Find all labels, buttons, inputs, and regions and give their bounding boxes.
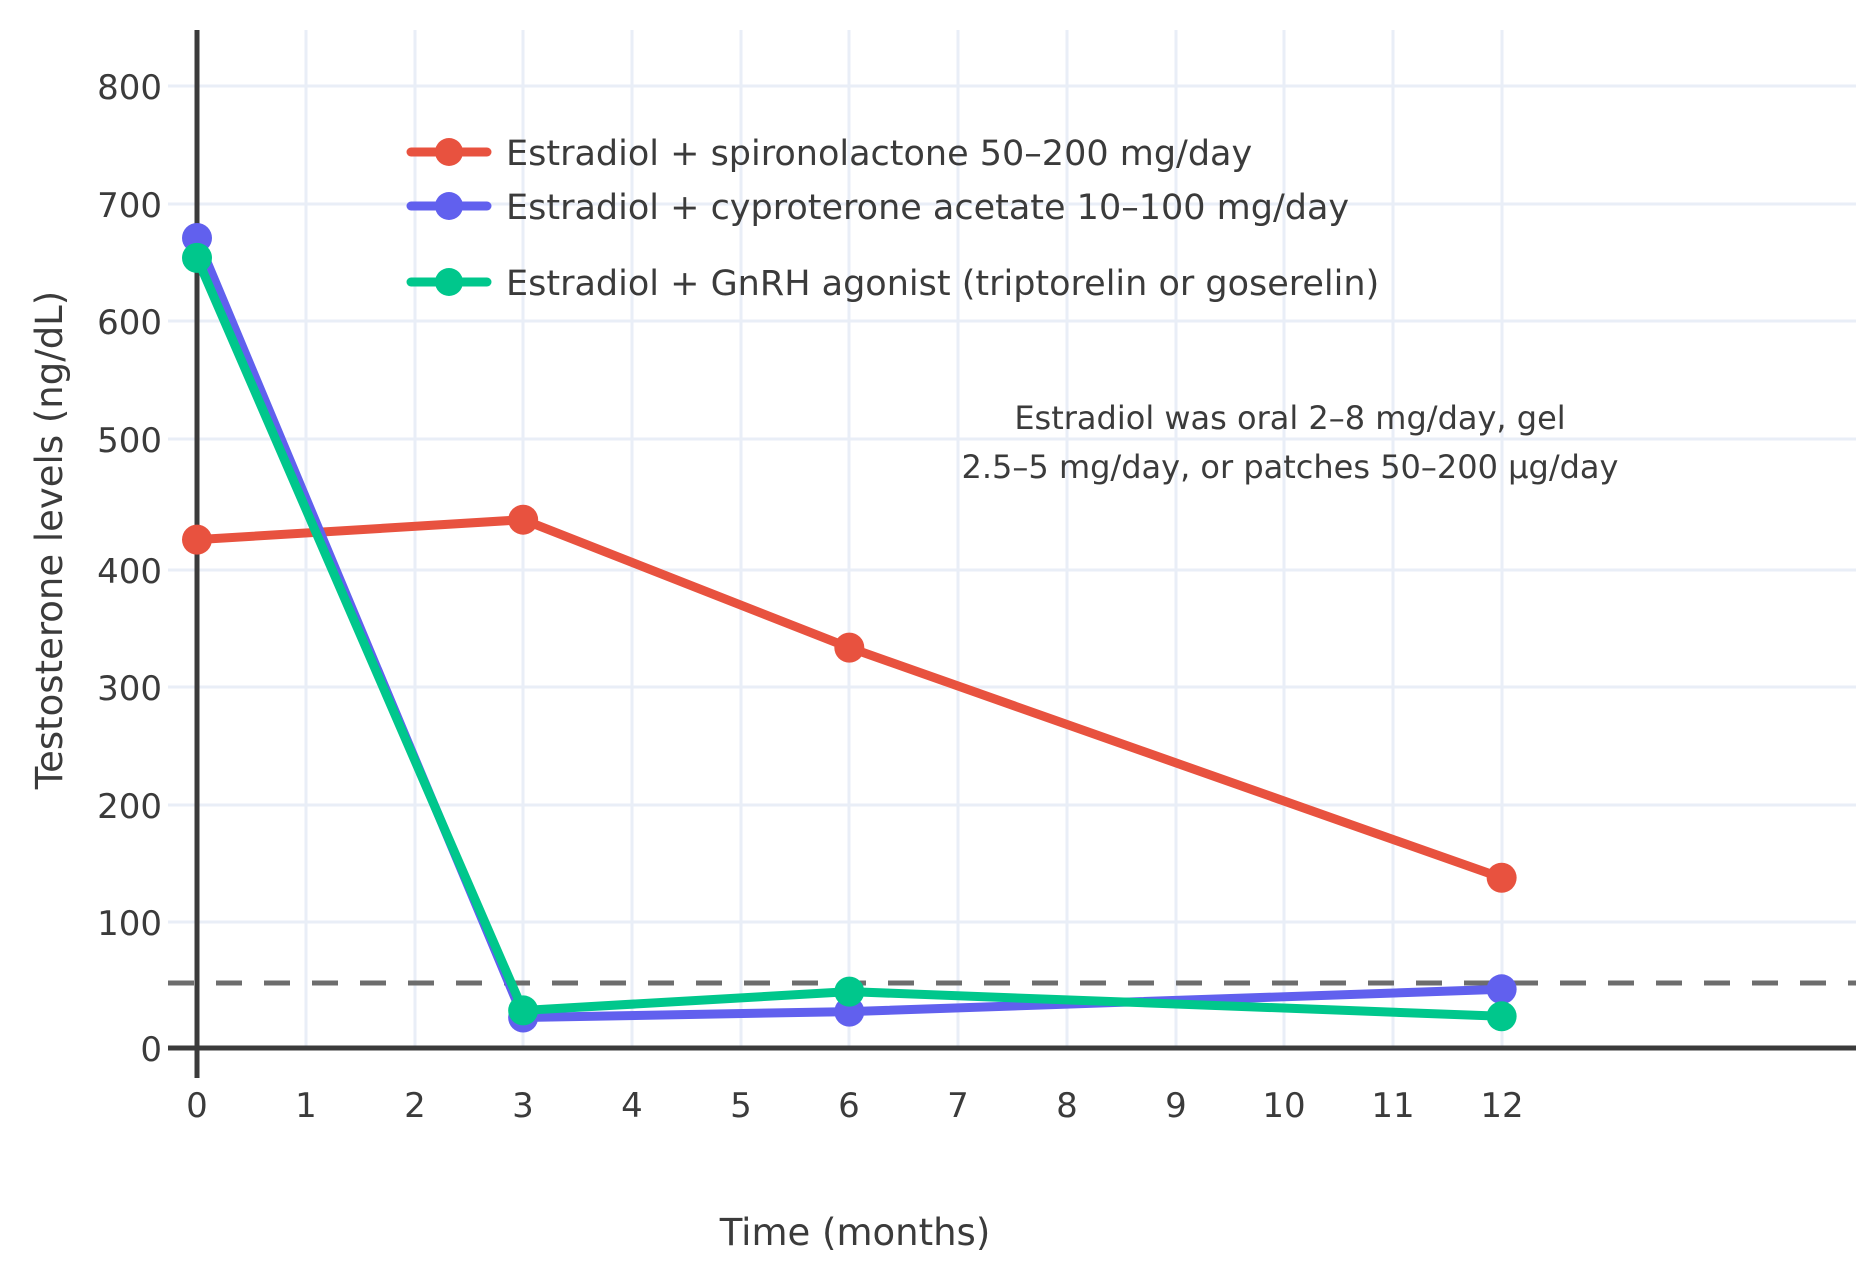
series-estradiol-spironolactone-50-200-mg-day xyxy=(182,504,1517,893)
y-tick-label-700: 700 xyxy=(97,186,162,226)
data-point[interactable] xyxy=(834,976,865,1007)
data-point[interactable] xyxy=(1486,974,1517,1005)
data-point[interactable] xyxy=(182,524,212,555)
series-line xyxy=(192,253,1507,1021)
legend-swatch-marker-gnrh-agonist xyxy=(435,268,463,296)
y-tick-label-400: 400 xyxy=(97,552,162,592)
y-tick-label-600: 600 xyxy=(97,303,162,343)
data-point[interactable] xyxy=(1486,1001,1517,1032)
legend-item-spironolactone[interactable]: Estradiol + spironolactone 50–200 mg/day xyxy=(406,134,1252,174)
x-tick-label-7: 7 xyxy=(947,1086,969,1126)
data-point[interactable] xyxy=(182,242,212,273)
y-tick-label-800: 800 xyxy=(97,68,162,108)
x-tick-label-12: 12 xyxy=(1480,1086,1523,1126)
data-point[interactable] xyxy=(834,632,865,663)
data-point[interactable] xyxy=(508,504,539,535)
y-tick-label-100: 100 xyxy=(97,904,162,944)
x-tick-label-5: 5 xyxy=(730,1086,752,1126)
x-tick-label-8: 8 xyxy=(1056,1086,1078,1126)
y-tick-label-200: 200 xyxy=(97,787,162,827)
x-tick-label-0: 0 xyxy=(186,1086,208,1126)
y-tick-label-300: 300 xyxy=(97,669,162,709)
vertical-gridlines xyxy=(304,30,1504,1048)
x-tick-label-9: 9 xyxy=(1165,1086,1187,1126)
x-tick-label-1: 1 xyxy=(295,1086,317,1126)
series-estradiol-gnrh-agonist-triptorelin-or-go xyxy=(182,242,1517,1032)
x-tick-label-4: 4 xyxy=(621,1086,643,1126)
legend-label-spironolactone: Estradiol + spironolactone 50–200 mg/day xyxy=(506,134,1252,174)
x-axis-title: Time (months) xyxy=(719,1211,991,1254)
legend-label-cyproterone: Estradiol + cyproterone acetate 10–100 m… xyxy=(506,188,1349,228)
x-tick-label-11: 11 xyxy=(1371,1086,1414,1126)
y-tick-label-500: 500 xyxy=(97,421,162,461)
y-axis-title: Testosterone levels (ng/dL) xyxy=(28,291,71,790)
legend-item-cyproterone[interactable]: Estradiol + cyproterone acetate 10–100 m… xyxy=(406,188,1349,228)
y-tick-label-0: 0 xyxy=(140,1030,162,1070)
legend: Estradiol + spironolactone 50–200 mg/day… xyxy=(406,134,1379,304)
series-line xyxy=(192,515,1507,883)
estradiol-dosing-annotation: Estradiol was oral 2–8 mg/day, gel 2.5–5… xyxy=(962,399,1619,486)
legend-swatch-marker-spironolactone xyxy=(435,138,463,166)
data-point[interactable] xyxy=(508,995,539,1026)
annotation-line-1: Estradiol was oral 2–8 mg/day, gel xyxy=(1014,399,1565,437)
legend-item-gnrh-agonist[interactable]: Estradiol + GnRH agonist (triptorelin or… xyxy=(406,264,1379,304)
y-axis-tick-marks xyxy=(168,84,197,924)
x-tick-label-6: 6 xyxy=(838,1086,860,1126)
data-series-layer xyxy=(182,222,1517,1033)
x-tick-label-3: 3 xyxy=(512,1086,534,1126)
x-tick-label-2: 2 xyxy=(404,1086,426,1126)
legend-swatch-marker-cyproterone xyxy=(435,192,463,220)
legend-label-gnrh-agonist: Estradiol + GnRH agonist (triptorelin or… xyxy=(506,264,1379,304)
x-tick-label-10: 10 xyxy=(1262,1086,1305,1126)
annotation-line-2: 2.5–5 mg/day, or patches 50–200 µg/day xyxy=(962,448,1619,486)
data-point[interactable] xyxy=(1486,862,1517,893)
